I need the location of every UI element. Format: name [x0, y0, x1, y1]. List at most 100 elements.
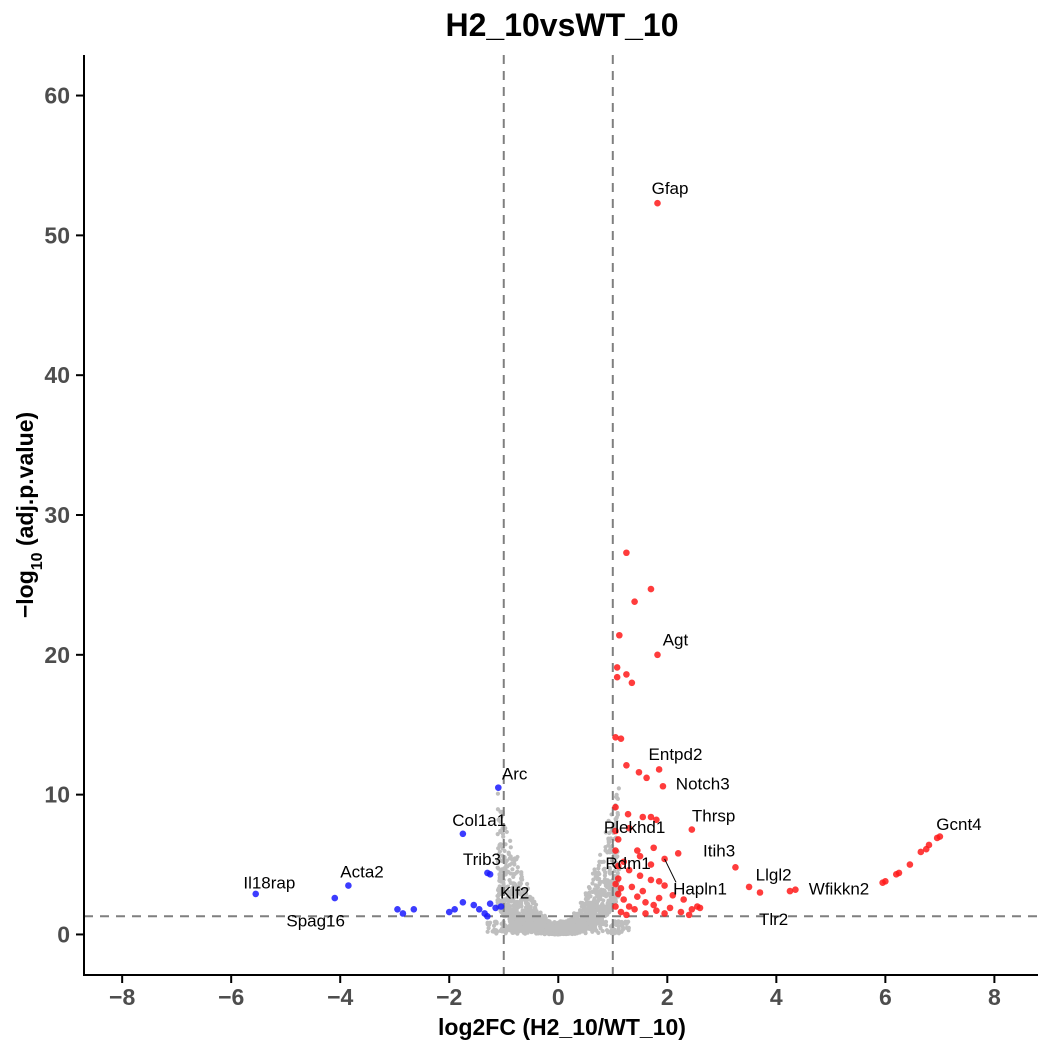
ns-point [603, 883, 608, 888]
up-regulated-point [642, 910, 649, 917]
down-regulated-point [252, 890, 260, 898]
up-regulated-point [659, 782, 667, 790]
ns-point [586, 906, 591, 911]
ns-point [597, 909, 603, 915]
ns-point [607, 866, 612, 872]
ns-point [564, 925, 569, 930]
up-regulated-point [925, 841, 933, 849]
label-leader-line [664, 858, 677, 883]
ns-point [508, 915, 514, 920]
ns-point [513, 883, 518, 888]
up-regulated-point [655, 894, 663, 902]
up-regulated-point [631, 598, 638, 605]
ns-point [565, 919, 570, 924]
threshold-lines [84, 55, 1038, 975]
ns-point [523, 931, 528, 936]
ns-point [550, 921, 555, 926]
ns-point [575, 922, 580, 927]
x-tick-label: −6 [218, 984, 244, 1010]
ns-point [498, 928, 503, 934]
ns-point [511, 874, 516, 879]
ns-point [533, 906, 538, 911]
ns-point [602, 888, 607, 893]
ns-point [528, 904, 533, 909]
ns-point [542, 920, 547, 925]
ns-point [519, 870, 524, 875]
ns-point [594, 928, 599, 933]
ns-point [525, 881, 530, 887]
ns-point [528, 926, 533, 931]
ns-point [534, 931, 539, 936]
y-axis-title-rest: (adj.p.value) [12, 412, 38, 553]
ns-point [590, 881, 595, 886]
up-regulated-point [647, 876, 655, 884]
ns-point [510, 867, 515, 872]
ns-point [616, 786, 621, 791]
up-regulated-point [647, 813, 655, 821]
gene-label: Hapln1 [673, 879, 727, 898]
down-regulated-point [497, 903, 505, 910]
gene-label: Thrsp [692, 807, 735, 826]
ns-point [590, 909, 595, 914]
ns-point [582, 927, 587, 932]
ns-point [603, 845, 608, 850]
ns-point [596, 892, 601, 897]
ns-point [604, 923, 609, 928]
ns-point [592, 896, 597, 901]
non-significant-points [485, 786, 631, 937]
ns-point [573, 919, 579, 924]
y-tick-label: 50 [44, 222, 70, 248]
ns-point [598, 879, 603, 885]
ns-point [534, 919, 539, 924]
ns-point [510, 881, 516, 886]
ns-point [597, 889, 602, 894]
up-regulated-point [616, 631, 623, 639]
gene-label: Arc [502, 765, 528, 784]
up-regulated-point [625, 866, 633, 874]
ns-point [577, 928, 582, 933]
ns-point [600, 919, 605, 924]
ns-point [568, 927, 573, 932]
up-regulated-point [613, 664, 621, 671]
up-regulated-point [612, 880, 619, 888]
up-regulated-point [636, 872, 644, 880]
up-regulated-point [612, 734, 619, 741]
ns-point [507, 924, 512, 929]
ns-point [555, 920, 560, 926]
up-regulated-point [792, 886, 799, 894]
up-regulated-point [688, 826, 696, 833]
ns-point [615, 871, 620, 876]
ns-point [485, 929, 490, 934]
up-regulated-point [623, 671, 630, 678]
up-regulated-point [745, 883, 753, 891]
ns-point [525, 911, 530, 916]
ns-point [496, 846, 501, 851]
ns-point [590, 924, 596, 929]
ns-point [595, 899, 600, 904]
ns-point [497, 872, 502, 877]
ns-point [522, 927, 527, 932]
ns-point [526, 901, 531, 907]
ns-point [606, 840, 611, 845]
up-regulated-point [647, 585, 655, 593]
y-tick-label: 0 [57, 921, 70, 947]
x-axis-ticks: −8 −6 −4 −2 0 2 4 6 8 [109, 975, 1001, 1010]
ns-point [527, 894, 532, 899]
up-regulated-point [936, 833, 944, 840]
gene-label: Acta2 [340, 863, 383, 882]
up-regulated-point [620, 858, 627, 866]
ns-point [590, 871, 596, 876]
gene-label: Gcnt4 [936, 815, 981, 834]
up-regulated-point [623, 549, 630, 557]
ns-point [547, 922, 552, 927]
ns-point [594, 887, 599, 892]
ns-point [601, 859, 606, 864]
ns-point [608, 880, 613, 886]
gene-label: Itih3 [703, 842, 735, 861]
up-regulated-point [917, 848, 925, 856]
ns-point [517, 919, 522, 924]
ns-point [506, 850, 511, 855]
ns-point [498, 842, 504, 847]
ns-point [615, 854, 620, 859]
up-regulated-point [614, 862, 622, 870]
